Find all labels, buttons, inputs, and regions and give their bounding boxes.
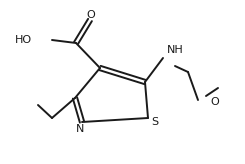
Text: S: S [151, 117, 159, 127]
Text: NH: NH [167, 45, 184, 55]
Text: HO: HO [15, 35, 32, 45]
Text: O: O [87, 10, 95, 20]
Text: N: N [76, 124, 84, 134]
Text: O: O [210, 97, 219, 107]
